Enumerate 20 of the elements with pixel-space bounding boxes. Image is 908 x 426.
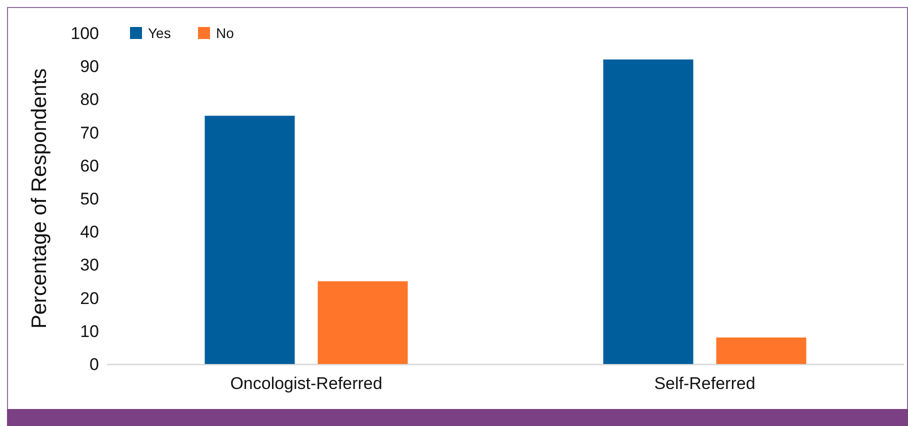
legend-label: Yes bbox=[148, 24, 171, 41]
legend-label: No bbox=[216, 24, 234, 41]
y-tick-label: 70 bbox=[80, 123, 99, 142]
y-tick-label: 10 bbox=[80, 322, 99, 341]
x-tick-label: Self-Referred bbox=[654, 374, 756, 393]
x-tick-label: Oncologist-Referred bbox=[230, 374, 382, 393]
bar bbox=[603, 59, 694, 364]
bar bbox=[204, 116, 295, 364]
y-tick-label: 90 bbox=[80, 57, 99, 76]
y-tick-label: 50 bbox=[80, 189, 99, 208]
y-tick-label: 0 bbox=[90, 354, 99, 374]
y-tick-label: 20 bbox=[80, 288, 99, 308]
y-tick-label: 100 bbox=[70, 24, 99, 43]
y-tick-label: 40 bbox=[80, 222, 99, 242]
bar bbox=[318, 281, 408, 364]
bar bbox=[716, 338, 806, 364]
y-axis-title: Percentage of Respondents bbox=[28, 68, 51, 329]
y-tick-label: 80 bbox=[80, 90, 99, 110]
y-tick-label: 30 bbox=[80, 256, 99, 275]
y-tick-label: 60 bbox=[80, 156, 99, 176]
